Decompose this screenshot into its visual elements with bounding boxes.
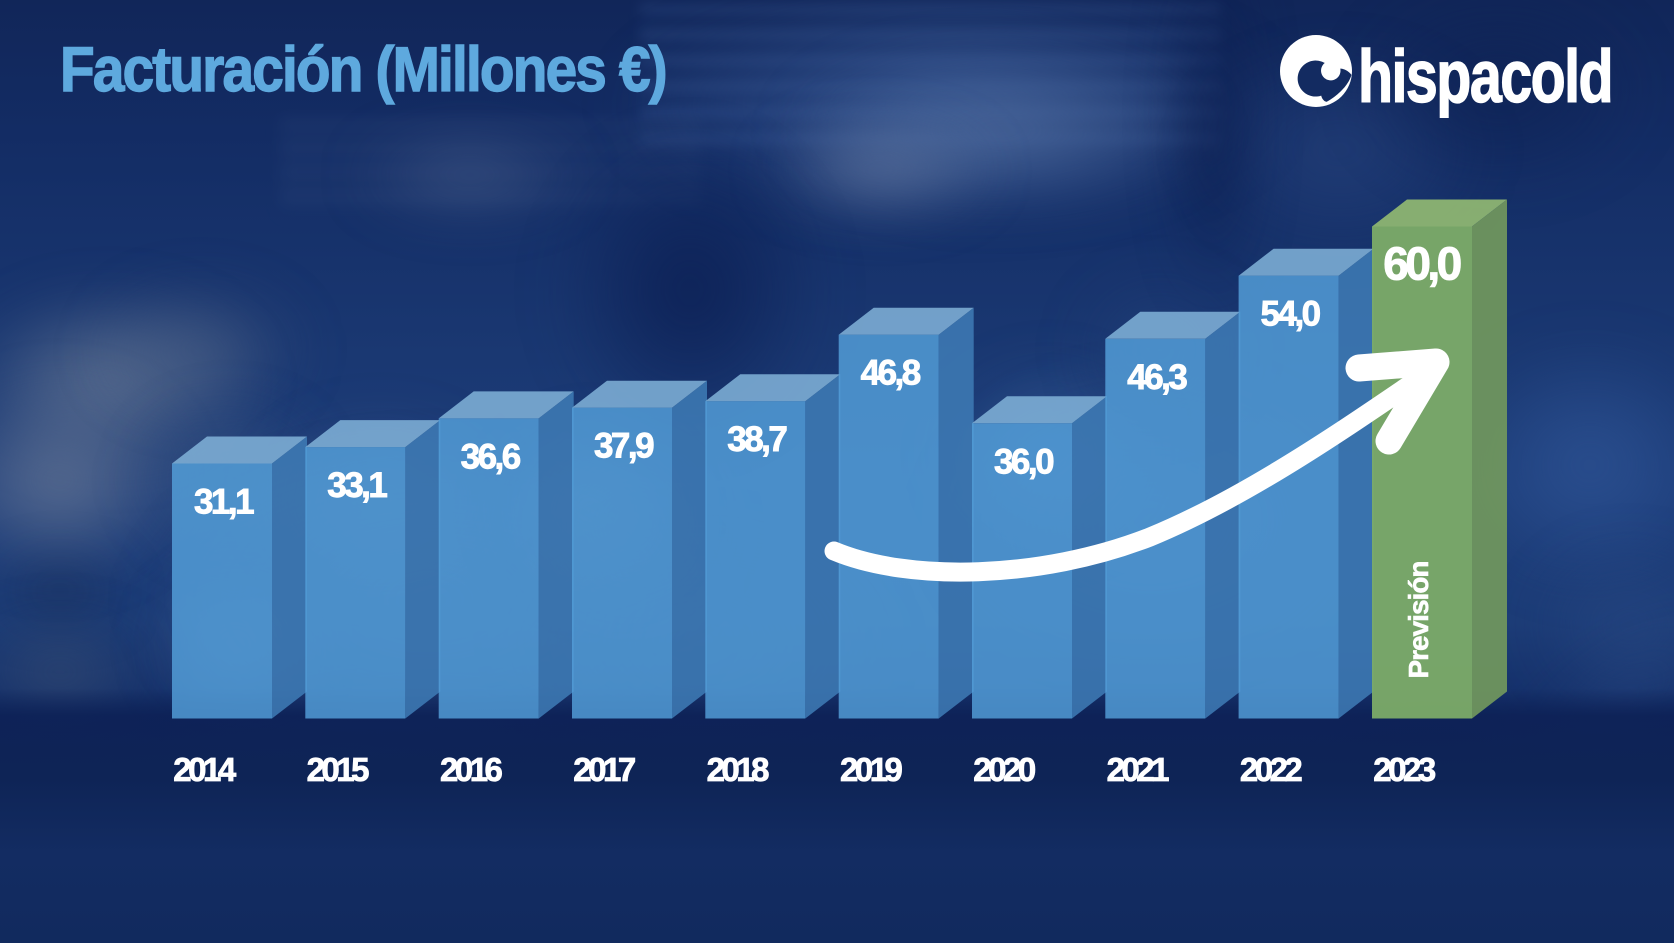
svg-text:31,1: 31,1 <box>194 483 254 522</box>
svg-text:2021: 2021 <box>1107 751 1170 788</box>
svg-text:46,3: 46,3 <box>1127 358 1187 397</box>
svg-text:54,0: 54,0 <box>1261 295 1321 334</box>
svg-text:2015: 2015 <box>307 751 370 788</box>
svg-text:2018: 2018 <box>707 751 770 788</box>
svg-text:2014: 2014 <box>173 751 237 788</box>
svg-text:2019: 2019 <box>840 751 903 788</box>
svg-text:2017: 2017 <box>573 751 635 788</box>
svg-text:Previsión: Previsión <box>1403 561 1434 678</box>
svg-text:37,9: 37,9 <box>594 427 654 466</box>
svg-text:2023: 2023 <box>1373 751 1436 788</box>
svg-text:36,0: 36,0 <box>994 442 1054 481</box>
svg-text:46,8: 46,8 <box>861 354 921 393</box>
svg-text:2022: 2022 <box>1240 751 1303 788</box>
svg-text:33,1: 33,1 <box>327 466 387 505</box>
svg-text:36,6: 36,6 <box>461 437 521 476</box>
svg-text:2020: 2020 <box>973 751 1035 788</box>
svg-text:38,7: 38,7 <box>727 420 786 459</box>
svg-text:60,0: 60,0 <box>1383 238 1460 290</box>
svg-text:2016: 2016 <box>440 751 503 788</box>
